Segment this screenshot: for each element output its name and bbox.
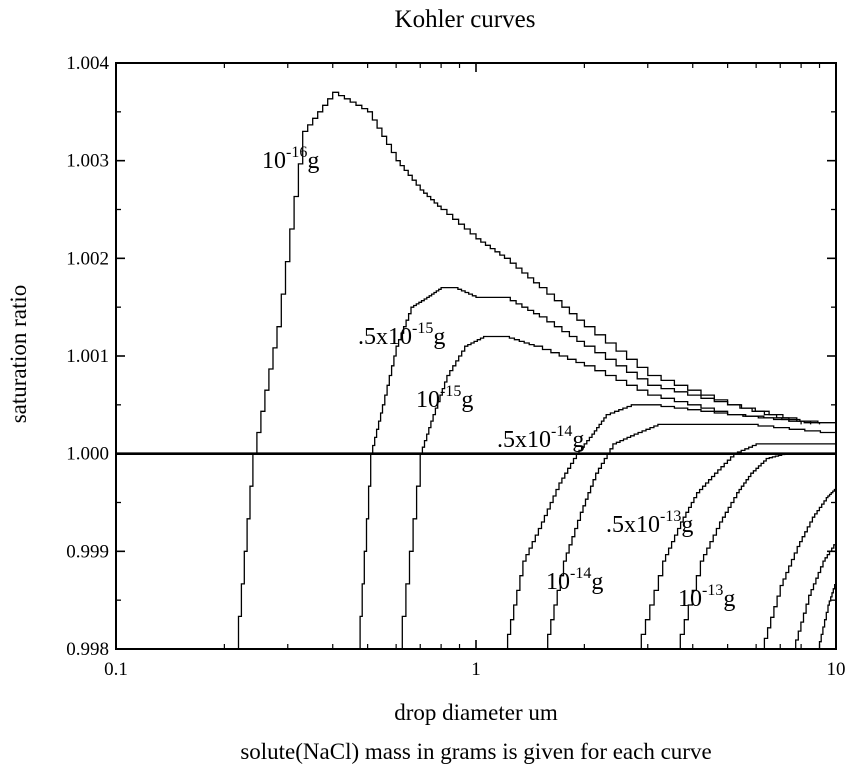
y-axis-label: saturation ratio xyxy=(6,284,31,424)
series-line-6 xyxy=(676,453,836,649)
y-tick-label-4: 1.002 xyxy=(66,248,109,269)
series-line-7 xyxy=(761,487,836,649)
series-line-5 xyxy=(637,443,836,649)
series-label-5e-15g: .5x10-14g xyxy=(497,423,585,453)
y-tick-label-3: 1.001 xyxy=(66,346,109,367)
chart-title: Kohler curves xyxy=(394,6,536,33)
series-label-1e-14g: 10-14g xyxy=(546,565,604,595)
series-line-0 xyxy=(235,91,812,649)
x-tick-label-2: 10 xyxy=(827,659,846,680)
series-label-1e-16g: 10-16g xyxy=(262,144,320,174)
y-tick-label-2: 1.000 xyxy=(66,444,109,465)
series-line-2 xyxy=(398,335,821,649)
x-tick-label-1: 1 xyxy=(471,659,481,680)
series-line-8 xyxy=(793,541,836,649)
series-line-4 xyxy=(544,423,836,649)
chart-caption: solute(NaCl) mass in grams is given for … xyxy=(240,739,712,764)
series-line-9 xyxy=(817,580,836,649)
x-axis-label: drop diameter um xyxy=(394,700,558,725)
y-tick-label-6: 1.004 xyxy=(66,53,109,74)
series-label-1e-15g: 10-15g xyxy=(416,383,474,413)
series-label-1e-13g: 10-13g xyxy=(678,582,736,612)
series-label-5e-16g: .5x10-15g xyxy=(358,320,446,350)
y-tick-label-1: 0.999 xyxy=(66,541,109,562)
series-label-5e-14g: .5x10-13g xyxy=(606,508,694,538)
series-line-1 xyxy=(358,286,802,649)
y-tick-label-0: 0.998 xyxy=(66,639,109,660)
plot-frame xyxy=(115,62,837,650)
y-tick-label-5: 1.003 xyxy=(66,151,109,172)
series-line-3 xyxy=(504,404,836,649)
x-tick-label-0: 0.1 xyxy=(104,659,128,680)
